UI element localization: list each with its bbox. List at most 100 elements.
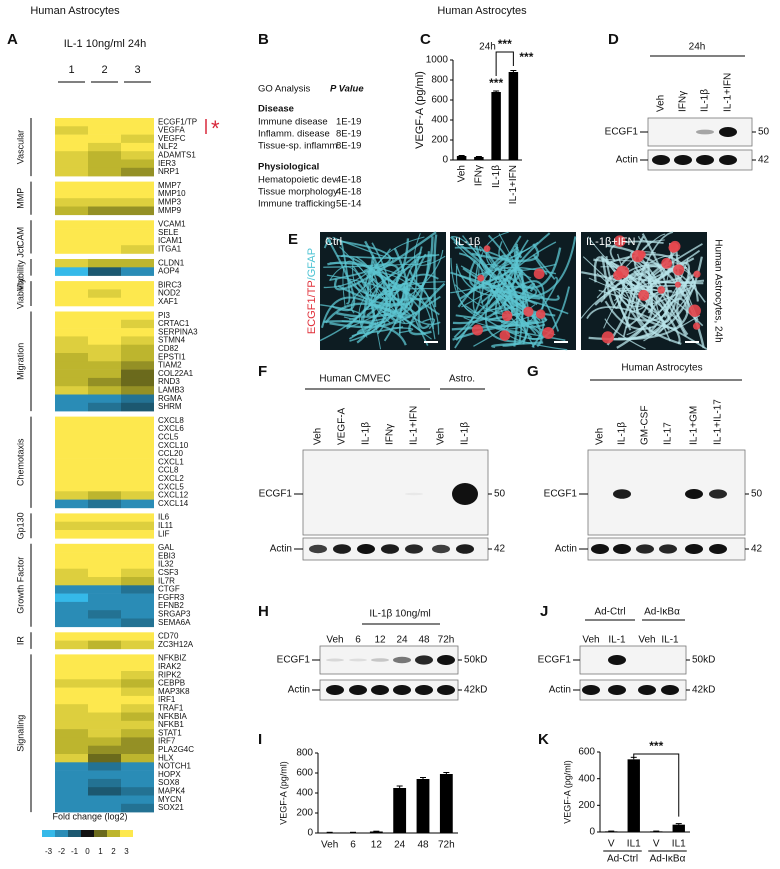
gfap-fiber xyxy=(622,231,674,338)
gene-label: ICAM1 xyxy=(158,236,183,245)
heatmap-cell xyxy=(121,530,154,539)
ecgf1-cell xyxy=(693,270,701,278)
gene-label: NFKBIZ xyxy=(158,654,187,663)
error-bar xyxy=(675,823,682,825)
heatmap-cell xyxy=(88,795,121,805)
heatmap-cell xyxy=(88,394,121,404)
y-axis-label: VEGF-A (pg/ml) xyxy=(278,761,288,825)
ecgf1-cell xyxy=(669,240,681,252)
error-bar xyxy=(396,785,403,788)
micrograph: IL-1β xyxy=(450,231,577,351)
heatmap-cell xyxy=(121,618,154,628)
panel-label: F xyxy=(258,363,267,380)
blot-band xyxy=(381,544,399,554)
stain-name: ECGF1/TP xyxy=(306,280,318,334)
lane-label: 48 xyxy=(418,635,430,646)
panel-label: E xyxy=(288,231,298,248)
heatmap-cell xyxy=(88,336,121,345)
significance: *** xyxy=(649,739,663,753)
x-tick-label: IL-1β xyxy=(491,165,502,188)
blot-band xyxy=(674,155,692,165)
gene-label: HLX xyxy=(158,753,174,762)
legend-swatch xyxy=(81,830,94,837)
gene-label: CTGF xyxy=(158,585,180,594)
bar xyxy=(439,774,453,833)
y-tick-label: 400 xyxy=(431,115,448,126)
gfap-fiber xyxy=(340,241,351,305)
heatmap-cell xyxy=(88,787,121,796)
heatmap-cell xyxy=(55,181,88,191)
lane-label: Veh xyxy=(582,635,599,646)
heatmap-cell xyxy=(88,483,121,492)
blot-band xyxy=(437,655,455,665)
heatmap-cell xyxy=(121,704,154,713)
row-label: Actin xyxy=(288,685,310,696)
heatmap-cell xyxy=(88,206,121,216)
blot-band xyxy=(405,492,423,496)
heatmap-cell xyxy=(121,737,154,746)
size-marker: 50 xyxy=(758,127,770,138)
lane-label: IL-1+IFN xyxy=(409,406,420,445)
heatmap-cell xyxy=(55,220,88,229)
heatmap-cell xyxy=(55,458,88,467)
heatmap-cell xyxy=(121,610,154,619)
gfap-fiber xyxy=(450,277,512,294)
legend-swatch xyxy=(94,830,107,837)
heatmap-cell xyxy=(88,189,121,199)
legend-tick-label: 0 xyxy=(85,847,90,856)
heatmap-cell xyxy=(88,220,121,229)
heatmap-cell xyxy=(55,754,88,763)
lane-label: IFNγ xyxy=(385,424,396,445)
heatmap-cell xyxy=(121,483,154,492)
blot-band xyxy=(456,544,474,554)
gene-label: STAT1 xyxy=(158,728,182,737)
heatmap-cell xyxy=(88,499,121,509)
x-tick-label: IL1 xyxy=(627,839,641,850)
figure-title: Human Astrocytes xyxy=(437,5,527,17)
blot-band xyxy=(685,489,703,499)
group-label: IR xyxy=(15,636,25,646)
gfap-fiber xyxy=(397,254,427,307)
gene-label: IL32 xyxy=(158,560,174,569)
heatmap-cell xyxy=(88,142,121,152)
group-label: Ad-IκBα xyxy=(650,854,686,865)
gene-label: LAMB3 xyxy=(158,385,185,394)
gene-label: CD70 xyxy=(158,632,179,641)
blot-band xyxy=(659,544,677,554)
figure-title: Human Astrocytes xyxy=(30,5,120,17)
x-tick-label: Veh xyxy=(456,165,467,182)
heatmap-cell xyxy=(88,671,121,680)
heatmap-cell xyxy=(55,568,88,578)
go-pvalue: 4E-18 xyxy=(336,187,361,198)
heatmap-cell xyxy=(55,704,88,713)
heatmap-cell xyxy=(55,344,88,354)
heatmap-cell xyxy=(121,552,154,561)
heatmap-cell xyxy=(88,513,121,522)
go-section: Physiological xyxy=(258,162,319,173)
heatmap-cell xyxy=(88,803,121,813)
heatmap-cell xyxy=(88,228,121,238)
gfap-fiber xyxy=(513,282,535,303)
heatmap-cell xyxy=(88,245,121,254)
lane-label: GM-CSF xyxy=(640,406,651,445)
row-label: ECGF1 xyxy=(538,655,572,666)
panel-label: I xyxy=(258,731,262,748)
heatmap-cell xyxy=(121,560,154,569)
group-label: Viability Jct. xyxy=(15,244,25,291)
gfap-fiber xyxy=(676,270,699,336)
blot-membrane xyxy=(319,645,459,675)
heatmap-cell xyxy=(121,513,154,522)
heatmap-cell xyxy=(121,577,154,586)
gfap-fiber xyxy=(483,248,514,327)
gfap-fiber xyxy=(452,324,542,341)
ecgf1-cell xyxy=(533,268,545,280)
heatmap-cell xyxy=(55,206,88,216)
go-pvalue: 8E-19 xyxy=(336,129,361,140)
heatmap-cell xyxy=(121,491,154,500)
heatmap-cell xyxy=(121,433,154,442)
gene-label: IL7R xyxy=(158,576,175,585)
lane-label: IFNγ xyxy=(678,91,689,112)
blot-band xyxy=(326,685,344,695)
gene-label: VCAM1 xyxy=(158,220,186,229)
